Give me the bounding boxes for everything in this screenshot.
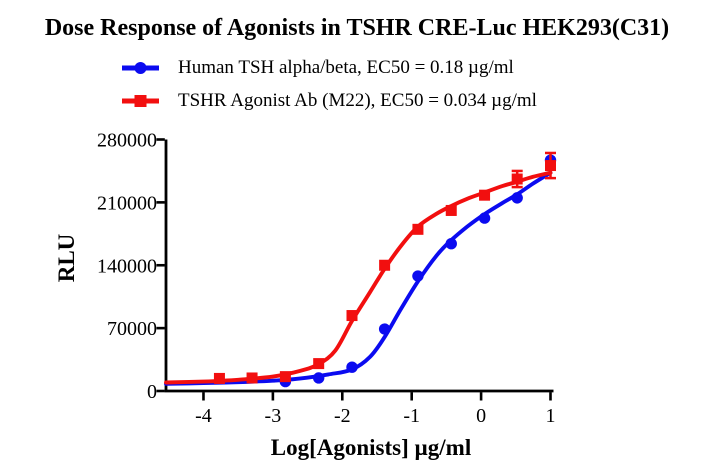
legend-item: TSHR Agonist Ab (M22), EC50 = 0.034 µg/m…	[121, 88, 537, 114]
data-point-marker	[479, 189, 491, 201]
chart-legend: Human TSH alpha/beta, EC50 = 0.18 µg/ml …	[121, 55, 537, 114]
data-point-marker	[545, 160, 556, 172]
legend-line-square-icon	[121, 88, 160, 114]
fit-curve-square	[164, 170, 553, 385]
x-tick-label: -3	[265, 405, 282, 427]
legend-item: Human TSH alpha/beta, EC50 = 0.18 µg/ml	[121, 55, 537, 81]
data-point-marker	[445, 204, 457, 216]
y-axis-title: RLU	[54, 233, 79, 282]
x-tick-label: -2	[334, 405, 351, 427]
y-tick-label: 70000	[107, 318, 157, 340]
y-tick-label: 280000	[97, 130, 157, 152]
data-point-marker	[313, 358, 325, 370]
x-tick-label: 1	[546, 405, 556, 427]
legend-line-circle-icon	[121, 55, 160, 81]
data-point-marker	[346, 310, 358, 322]
y-tick-label: 0	[147, 381, 157, 403]
data-point-marker	[412, 223, 424, 235]
y-tick-label: 140000	[97, 255, 157, 277]
axis-line	[164, 139, 554, 393]
data-point-marker	[213, 372, 225, 384]
chart-title: Dose Response of Agonists in TSHR CRE-Lu…	[44, 15, 670, 41]
x-tick-label: 0	[476, 405, 486, 427]
data-point-marker	[246, 372, 258, 384]
data-point-marker	[346, 361, 358, 373]
data-point-marker	[478, 212, 491, 224]
data-point-marker	[379, 259, 391, 271]
data-point-marker	[445, 237, 457, 250]
fit-curve-circle	[164, 170, 553, 386]
legend-label: TSHR Agonist Ab (M22), EC50 = 0.034 µg/m…	[178, 90, 537, 111]
legend-label: Human TSH alpha/beta, EC50 = 0.18 µg/ml	[178, 57, 514, 78]
data-point-marker	[511, 192, 523, 204]
x-tick-label: -4	[195, 405, 212, 427]
data-point-marker	[312, 372, 325, 384]
y-tick-label: 210000	[97, 192, 157, 214]
data-point-marker	[412, 270, 424, 282]
data-point-marker	[378, 323, 391, 335]
x-tick-label: -1	[403, 405, 420, 427]
data-point-marker	[279, 371, 291, 383]
data-point-marker	[511, 173, 523, 185]
x-axis-title: Log[Agonists] µg/ml	[271, 435, 471, 460]
